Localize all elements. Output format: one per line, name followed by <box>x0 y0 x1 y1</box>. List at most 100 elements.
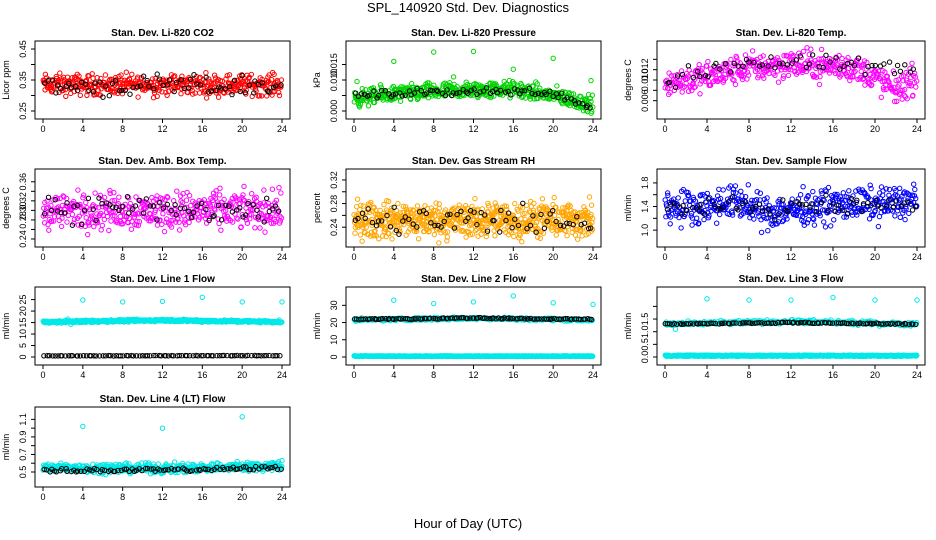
data-point <box>738 188 744 195</box>
data-point <box>690 75 696 81</box>
data-point <box>547 88 553 95</box>
y-tick-label: 10 <box>329 335 339 345</box>
data-point <box>129 218 135 225</box>
data-point <box>114 220 121 226</box>
data-point <box>716 63 722 70</box>
data-point <box>803 64 810 71</box>
data-point <box>159 298 166 305</box>
data-point <box>772 72 778 79</box>
data-point <box>897 214 903 221</box>
data-point <box>136 211 142 217</box>
data-point <box>354 196 361 202</box>
data-point <box>882 69 888 75</box>
data-point <box>688 70 694 77</box>
data-point <box>229 91 235 98</box>
data-point <box>869 82 875 88</box>
data-point <box>107 187 113 194</box>
x-tick-label: 4 <box>391 252 396 262</box>
data-point <box>108 218 114 224</box>
data-point <box>685 63 692 69</box>
y-axis-label: degrees C <box>623 59 633 101</box>
data-point <box>740 63 746 70</box>
data-point <box>85 231 91 238</box>
data-point <box>676 77 682 84</box>
data-point <box>526 85 533 91</box>
data-point <box>227 83 233 90</box>
data-point <box>784 62 791 68</box>
x-tick-label: 16 <box>828 124 838 134</box>
data-point <box>884 73 890 80</box>
data-point <box>722 75 729 81</box>
data-point <box>813 74 820 80</box>
data-point <box>713 60 719 67</box>
series-black-2 <box>42 71 284 100</box>
data-point <box>909 60 915 66</box>
data-point <box>756 63 763 69</box>
x-tick-label: 16 <box>828 252 838 262</box>
data-point <box>53 90 59 96</box>
data-point <box>694 215 700 221</box>
data-point <box>678 225 684 231</box>
data-point <box>205 89 212 95</box>
data-point <box>215 94 222 100</box>
y-axis-label: ml/min <box>623 195 633 222</box>
data-point <box>846 188 852 194</box>
y-axis-label: Licor ppm <box>1 60 11 100</box>
data-point <box>716 186 722 193</box>
data-point <box>744 69 751 75</box>
data-point <box>477 89 483 95</box>
data-point <box>847 77 853 84</box>
data-point <box>278 82 284 88</box>
data-point <box>359 238 365 244</box>
data-point <box>85 195 92 202</box>
data-point <box>381 201 387 208</box>
data-point <box>745 72 752 78</box>
data-point <box>705 196 712 202</box>
chart-title: Stan. Dev. Line 1 Flow <box>110 274 215 285</box>
data-point <box>97 79 103 85</box>
data-point <box>77 92 84 99</box>
data-point <box>791 53 797 59</box>
x-tick-label: 8 <box>431 252 436 262</box>
data-point <box>780 197 786 203</box>
data-point <box>746 59 752 65</box>
data-point <box>825 184 832 191</box>
data-point <box>240 192 246 198</box>
data-point <box>510 66 516 72</box>
data-point <box>68 85 74 91</box>
data-point <box>42 71 49 78</box>
data-point <box>414 85 420 92</box>
y-axis-label: degrees C <box>1 187 11 229</box>
data-point <box>173 79 180 86</box>
data-point <box>539 196 546 202</box>
data-point <box>765 228 771 234</box>
x-tick-label: 0 <box>40 252 45 262</box>
data-point <box>891 70 898 77</box>
data-point <box>163 89 169 96</box>
data-point <box>266 89 272 95</box>
x-tick-label: 12 <box>157 370 167 380</box>
data-point <box>797 192 804 198</box>
data-point <box>588 77 594 84</box>
data-point <box>154 93 160 100</box>
y-tick-label: 0.36 <box>18 173 28 191</box>
x-tick-label: 0 <box>351 124 356 134</box>
data-point <box>522 95 529 101</box>
data-point <box>683 80 689 87</box>
data-point <box>756 72 762 79</box>
data-point <box>252 78 258 84</box>
data-point <box>259 80 265 86</box>
x-tick-label: 16 <box>197 252 207 262</box>
data-point <box>85 88 91 95</box>
data-point <box>242 89 248 96</box>
data-point <box>833 55 839 61</box>
data-point <box>353 90 359 96</box>
data-point <box>817 73 823 80</box>
y-axis-label: kPa <box>312 72 322 88</box>
data-point <box>667 221 673 227</box>
data-point <box>176 219 182 225</box>
data-point <box>902 62 908 68</box>
y-tick-label: 0.25 <box>18 102 28 120</box>
data-point <box>159 89 165 95</box>
